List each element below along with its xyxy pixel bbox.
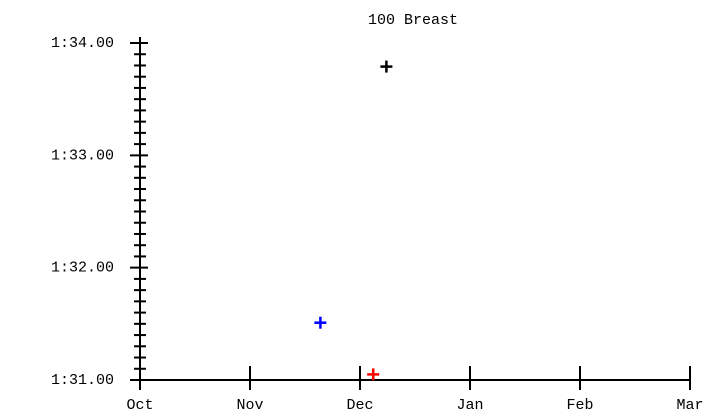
y-tick-label: 1:31.00 bbox=[51, 372, 114, 389]
y-tick-label: 1:32.00 bbox=[51, 260, 114, 277]
x-tick-label: Feb bbox=[566, 397, 593, 414]
y-tick-label: 1:33.00 bbox=[51, 147, 114, 164]
x-tick-label: Dec bbox=[346, 397, 373, 414]
chart-title: 100 Breast bbox=[368, 12, 458, 29]
point bbox=[367, 368, 380, 381]
point bbox=[314, 316, 327, 329]
point bbox=[380, 60, 393, 73]
x-tick-label: Oct bbox=[126, 397, 153, 414]
x-tick-label: Jan bbox=[456, 397, 483, 414]
x-tick-label: Mar bbox=[676, 397, 703, 414]
x-tick-label: Nov bbox=[236, 397, 263, 414]
y-tick-label: 1:34.00 bbox=[51, 35, 114, 52]
